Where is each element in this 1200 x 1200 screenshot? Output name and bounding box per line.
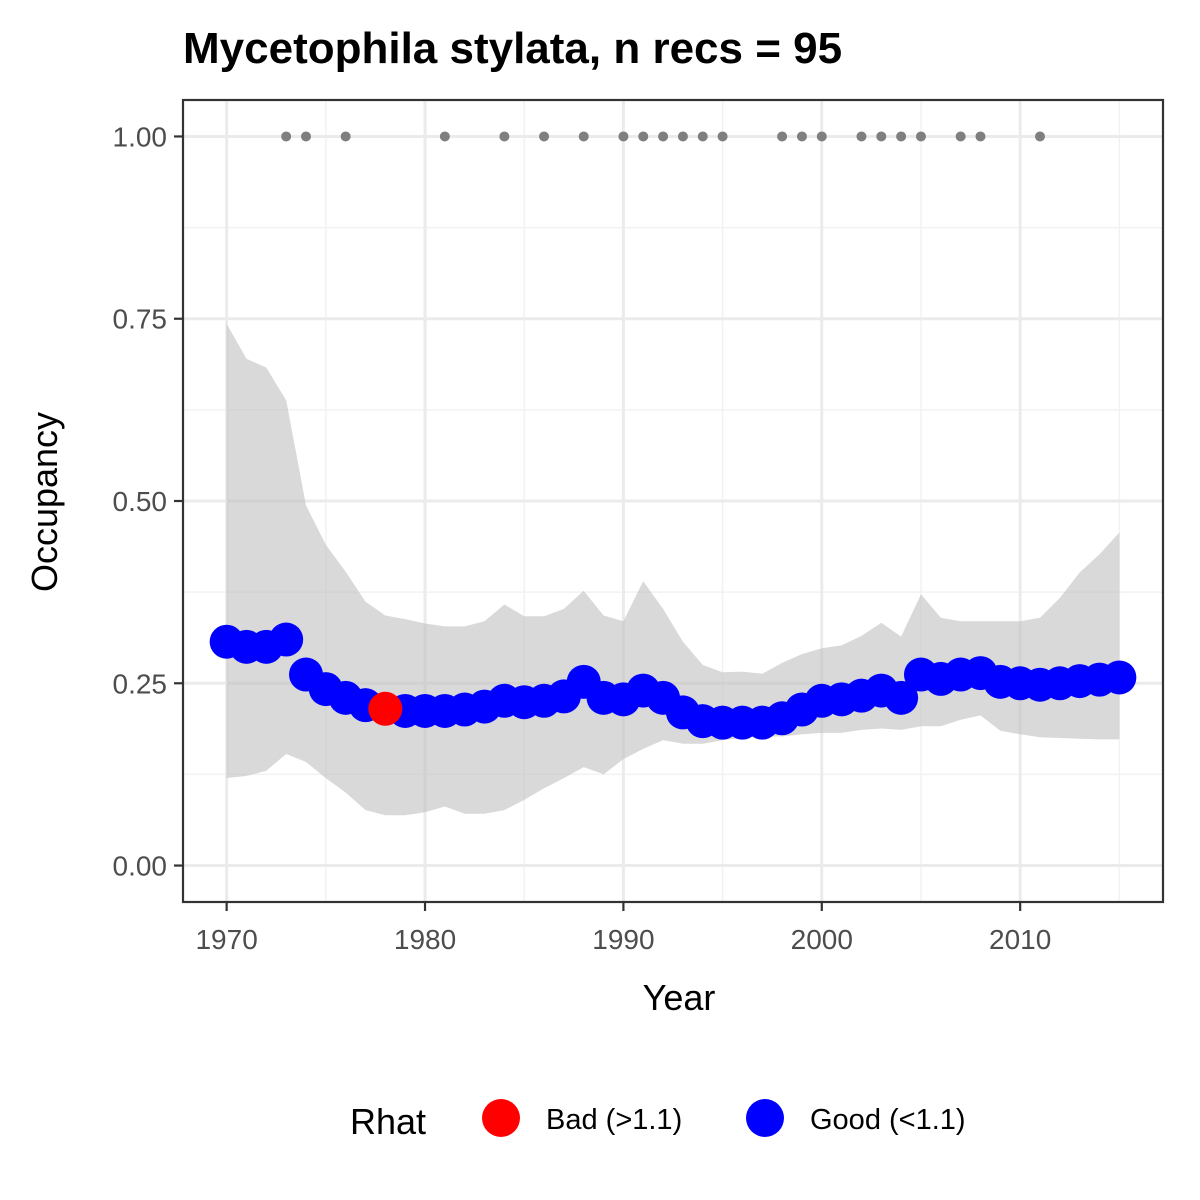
x-tick-label: 1980 xyxy=(394,924,456,955)
record-point xyxy=(955,131,966,142)
record-point xyxy=(777,131,788,142)
record-point xyxy=(975,131,986,142)
legend-label-bad: Bad (>1.1) xyxy=(546,1104,682,1136)
record-point xyxy=(677,131,688,142)
occupancy-point-good xyxy=(269,622,304,657)
record-point xyxy=(658,131,669,142)
occupancy-point-good xyxy=(1102,660,1137,695)
record-point xyxy=(896,131,907,142)
x-tick-label: 2000 xyxy=(791,924,853,955)
legend: Rhat Bad (>1.1) Good (<1.1) xyxy=(350,1099,966,1142)
x-tick-label: 1990 xyxy=(592,924,654,955)
legend-label-good: Good (<1.1) xyxy=(810,1104,966,1136)
record-point xyxy=(281,131,292,142)
legend-title: Rhat xyxy=(350,1101,426,1142)
record-point xyxy=(638,131,649,142)
record-point xyxy=(618,131,629,142)
record-point xyxy=(1035,131,1046,142)
legend-key-bad xyxy=(482,1099,520,1137)
y-axis-title: Occupancy xyxy=(24,412,65,592)
y-tick-label: 0.25 xyxy=(113,668,168,699)
record-point xyxy=(796,131,807,142)
record-point xyxy=(717,131,728,142)
x-axis-title: Year xyxy=(643,977,716,1018)
x-tick-label: 2010 xyxy=(989,924,1051,955)
occupancy-point-good xyxy=(884,680,919,715)
y-tick-label: 0.50 xyxy=(113,486,168,517)
record-point xyxy=(578,131,589,142)
y-tick-label: 0.75 xyxy=(113,304,168,335)
record-point xyxy=(697,131,708,142)
record-point xyxy=(876,131,887,142)
record-point xyxy=(915,131,926,142)
y-tick-label: 0.00 xyxy=(113,851,168,882)
y-tick-label: 1.00 xyxy=(113,121,168,152)
record-point xyxy=(856,131,867,142)
chart-title: Mycetophila stylata, n recs = 95 xyxy=(183,24,842,73)
record-point xyxy=(499,131,510,142)
x-tick-label: 1970 xyxy=(195,924,257,955)
occupancy-point-bad xyxy=(368,691,403,726)
record-point xyxy=(539,131,550,142)
plot-area: 0.00 0.25 0.50 0.75 1.00 1970 1980 1990 2000 2010 xyxy=(113,98,1165,955)
record-point xyxy=(816,131,827,142)
record-point xyxy=(439,131,450,142)
record-point xyxy=(300,131,311,142)
legend-key-good xyxy=(746,1099,784,1137)
record-point xyxy=(340,131,351,142)
